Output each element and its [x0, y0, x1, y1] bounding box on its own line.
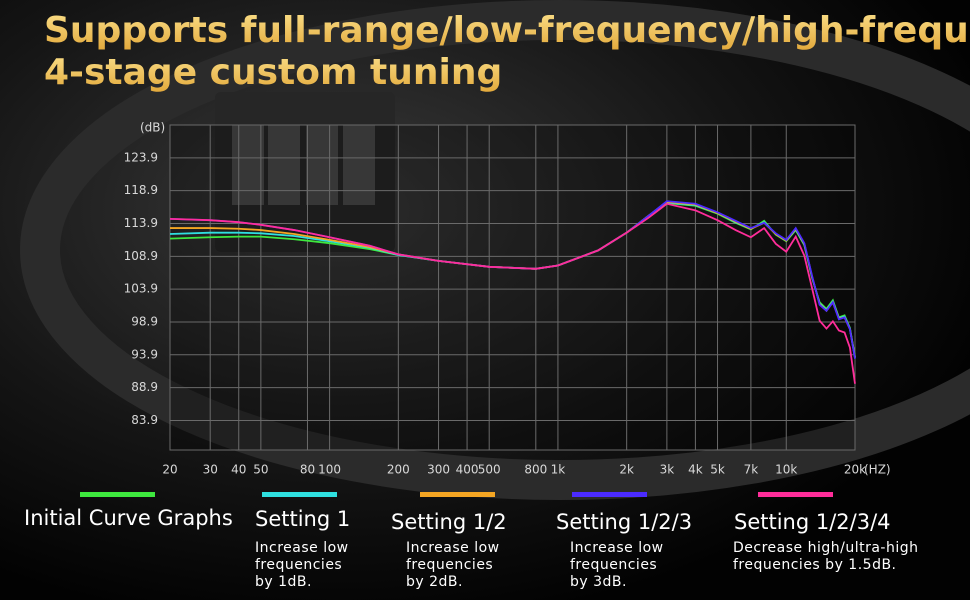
series-line	[169, 202, 856, 384]
legend-swatch	[572, 492, 647, 497]
y-tick-label: 93.9	[131, 347, 158, 361]
x-tick-label: 5k	[710, 463, 725, 477]
switches	[232, 125, 375, 205]
plot-frame	[169, 124, 856, 451]
legend-description: Increase low frequencies by 1dB.	[255, 540, 349, 590]
device-shape	[20, 0, 970, 500]
x-tick-label: 20k	[844, 463, 866, 477]
y-tick-label: 108.9	[124, 249, 158, 263]
x-tick-label: 1k	[551, 463, 566, 477]
legend-label: Setting 1/2	[391, 510, 507, 534]
x-tick-label: 7k	[744, 463, 759, 477]
x-tick-label: 3k	[660, 463, 675, 477]
x-tick-label: 800	[524, 463, 547, 477]
chart-title: Supports full-range/low-frequency/high-f…	[44, 10, 970, 51]
y-tick-label: 103.9	[124, 282, 158, 296]
x-tick-label: 300	[427, 463, 450, 477]
chart-subtitle: 4-stage custom tuning	[44, 52, 502, 93]
x-tick-label: 20	[162, 463, 177, 477]
x-tick-label: 40	[231, 463, 246, 477]
y-tick-label: 83.9	[131, 413, 158, 427]
x-tick-label: 4k	[688, 463, 703, 477]
legend-label: Initial Curve Graphs	[24, 506, 233, 530]
x-tick-label: 30	[203, 463, 218, 477]
x-tick-label: 500	[478, 463, 501, 477]
legend-swatch	[758, 492, 833, 497]
x-tick-label: 2k	[619, 463, 634, 477]
x-tick-label: 10k	[775, 463, 797, 477]
y-tick-label: 88.9	[131, 380, 158, 394]
legend-swatch	[262, 492, 337, 497]
y-tick-label: 98.9	[131, 314, 158, 328]
legend-swatch	[420, 492, 495, 497]
x-tick-label: 200	[387, 463, 410, 477]
legend-label: Setting 1/2/3	[556, 510, 693, 534]
y-tick-label: 123.9	[124, 150, 158, 164]
legend-label: Setting 1	[255, 507, 351, 531]
x-tick-label: 400	[456, 463, 479, 477]
legend-label: Setting 1/2/3/4	[734, 510, 891, 534]
legend-description: Increase low frequencies by 2dB.	[406, 540, 500, 590]
x-tick-label: 80	[300, 463, 315, 477]
y-tick-label: 118.9	[124, 183, 158, 197]
x-tick-label: 100	[318, 463, 341, 477]
y-tick-label: 113.9	[124, 216, 158, 230]
legend-description: Increase low frequencies by 3dB.	[570, 540, 664, 590]
x-tick-label: 50	[253, 463, 268, 477]
legend-swatch	[80, 492, 155, 497]
y-axis-label: (dB)	[140, 121, 165, 135]
x-axis-label: (HZ)	[864, 463, 891, 477]
legend-description: Decrease high/ultra-high frequencies by …	[733, 540, 919, 573]
